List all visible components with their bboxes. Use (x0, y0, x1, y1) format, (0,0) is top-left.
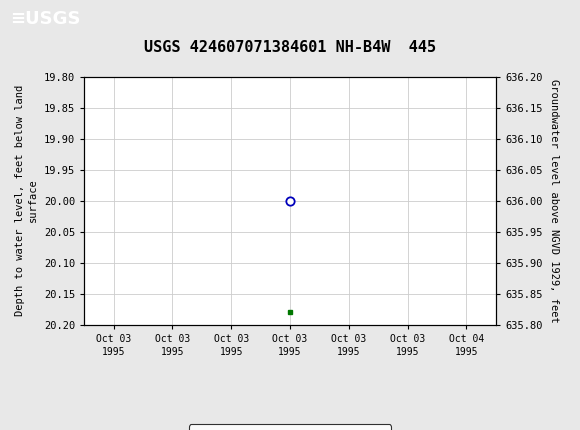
Text: ≡USGS: ≡USGS (10, 10, 81, 28)
Text: USGS 424607071384601 NH-B4W  445: USGS 424607071384601 NH-B4W 445 (144, 40, 436, 55)
Legend: Period of approved data: Period of approved data (189, 424, 391, 430)
Y-axis label: Depth to water level, feet below land
surface: Depth to water level, feet below land su… (15, 85, 38, 316)
Y-axis label: Groundwater level above NGVD 1929, feet: Groundwater level above NGVD 1929, feet (549, 79, 559, 322)
